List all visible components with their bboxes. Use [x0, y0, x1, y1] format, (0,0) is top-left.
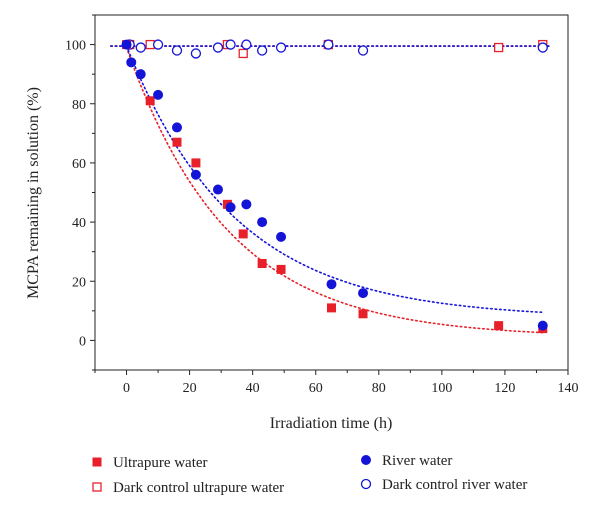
legend-marker — [361, 455, 371, 465]
legend-label: Dark control ultrapure water — [113, 480, 284, 496]
data-point — [275, 42, 287, 53]
y-tick-label: 0 — [79, 334, 86, 349]
legend-label: Dark control river water — [382, 477, 527, 493]
fit-line — [125, 45, 544, 314]
data-point — [171, 122, 182, 133]
y-tick-label: 80 — [72, 98, 86, 113]
data-points — [121, 39, 548, 334]
data-point — [327, 303, 336, 313]
x-tick-label: 60 — [309, 381, 323, 396]
data-point — [225, 202, 236, 213]
data-point — [126, 57, 137, 68]
legend-label: River water — [382, 453, 452, 469]
x-tick-label: 100 — [431, 381, 452, 396]
data-point — [357, 45, 369, 56]
x-axis: 0 20 40 60 80 100 120 140 — [94, 370, 579, 396]
data-point — [537, 320, 548, 331]
x-tick-label: 120 — [494, 381, 515, 396]
y-tick-label: 40 — [72, 216, 86, 231]
data-point — [225, 39, 236, 50]
x-tick-label: 140 — [558, 381, 579, 396]
plot-frame — [94, 14, 569, 371]
y-tick-label: 60 — [72, 157, 86, 172]
data-point — [537, 42, 548, 53]
x-tick-label: 0 — [123, 381, 130, 396]
data-point — [323, 39, 334, 50]
y-axis-title: MCPA remaining in solution (%) — [25, 87, 42, 299]
data-point — [191, 158, 201, 168]
data-point — [152, 39, 164, 50]
data-point — [257, 259, 267, 268]
data-point — [256, 45, 268, 56]
y-tick-label: 20 — [72, 275, 86, 290]
legend-marker — [360, 478, 372, 490]
data-point — [326, 279, 337, 290]
legend: Ultrapure water Dark control ultrapure wa… — [92, 453, 527, 496]
legend-marker — [92, 482, 102, 492]
data-point — [358, 288, 369, 299]
data-point — [172, 137, 182, 147]
fit-lines — [110, 45, 550, 334]
y-tick-label: 100 — [65, 39, 86, 54]
data-point — [135, 42, 146, 53]
x-tick-label: 20 — [183, 381, 197, 396]
data-point — [171, 45, 183, 56]
data-point — [494, 321, 504, 331]
x-tick-label: 80 — [372, 381, 386, 396]
data-point — [276, 231, 287, 242]
data-point — [135, 69, 146, 80]
data-point — [238, 229, 248, 239]
data-point — [121, 39, 132, 50]
y-axis: 0 20 40 60 80 100 — [65, 14, 95, 371]
data-point — [190, 48, 202, 59]
fit-line — [125, 46, 544, 334]
data-point — [493, 42, 504, 53]
legend-label: Ultrapure water — [113, 455, 208, 471]
data-point — [212, 42, 224, 53]
data-point — [241, 39, 252, 50]
data-point — [241, 199, 252, 210]
data-point — [145, 96, 155, 106]
data-point — [276, 264, 286, 274]
x-axis-title: Irradiation time (h) — [270, 415, 393, 432]
data-point — [257, 217, 268, 228]
x-tick-label: 40 — [246, 381, 260, 396]
data-point — [190, 169, 201, 180]
data-point — [153, 89, 164, 100]
data-point — [212, 184, 223, 195]
data-point — [358, 309, 368, 319]
legend-marker — [92, 457, 102, 467]
data-point — [238, 48, 248, 59]
